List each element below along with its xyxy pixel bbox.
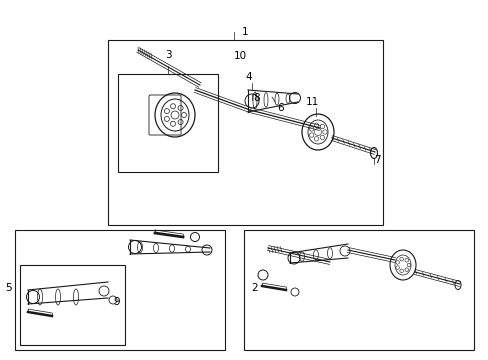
Text: 1: 1	[241, 27, 248, 37]
Text: 7: 7	[373, 155, 380, 165]
Text: 9: 9	[113, 297, 120, 307]
Bar	[244, 230, 473, 350]
Text: 6: 6	[277, 103, 284, 113]
Text: 4: 4	[245, 72, 252, 82]
Bar	[108, 40, 382, 225]
Text: 2: 2	[251, 283, 258, 293]
Text: 5: 5	[5, 283, 11, 293]
Text: 3: 3	[164, 50, 171, 60]
Bar	[20, 265, 125, 345]
Text: 11: 11	[305, 97, 318, 107]
Bar	[15, 230, 224, 350]
Text: 8: 8	[253, 93, 260, 103]
Text: 10: 10	[233, 51, 246, 61]
Bar	[118, 74, 218, 172]
